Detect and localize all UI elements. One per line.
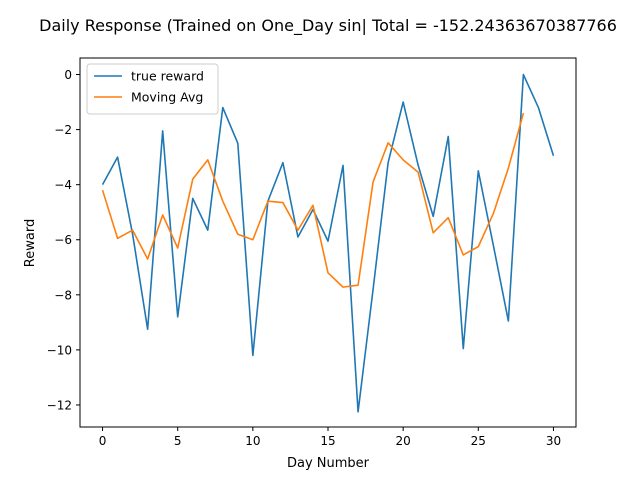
x-tick-label: 0	[99, 434, 107, 448]
x-tick-label: 10	[245, 434, 260, 448]
series-line-true-reward	[101, 73, 555, 413]
y-tick-label: −4	[54, 178, 72, 192]
series-layer	[101, 73, 555, 413]
legend: true reward Moving Avg	[86, 63, 219, 115]
y-axis-label: Reward	[23, 219, 38, 267]
x-tick-label: 15	[320, 434, 335, 448]
y-tick-label: −6	[54, 233, 72, 247]
x-tick-label: 25	[471, 434, 486, 448]
x-axis-label: Day Number	[287, 456, 370, 471]
x-tick-label: 20	[396, 434, 411, 448]
y-tick-label: −12	[47, 398, 72, 412]
series-line-moving-avg	[101, 112, 525, 288]
y-tick-label: 0	[64, 68, 72, 82]
x-axis-ticks: 0 5 10 15 20 25 30	[99, 427, 561, 448]
x-tick-label: 30	[546, 434, 561, 448]
chart-title: Daily Response (Trained on One_Day sin| …	[39, 16, 617, 36]
y-tick-label: −10	[47, 343, 72, 357]
legend-label-true-reward: true reward	[131, 69, 204, 84]
y-tick-label: −2	[54, 123, 72, 137]
y-tick-label: −8	[54, 288, 72, 302]
y-axis-ticks: 0 −2 −4 −6 −8 −10 −12	[47, 68, 80, 412]
x-tick-label: 5	[174, 434, 182, 448]
legend-label-moving-avg: Moving Avg	[131, 90, 203, 105]
